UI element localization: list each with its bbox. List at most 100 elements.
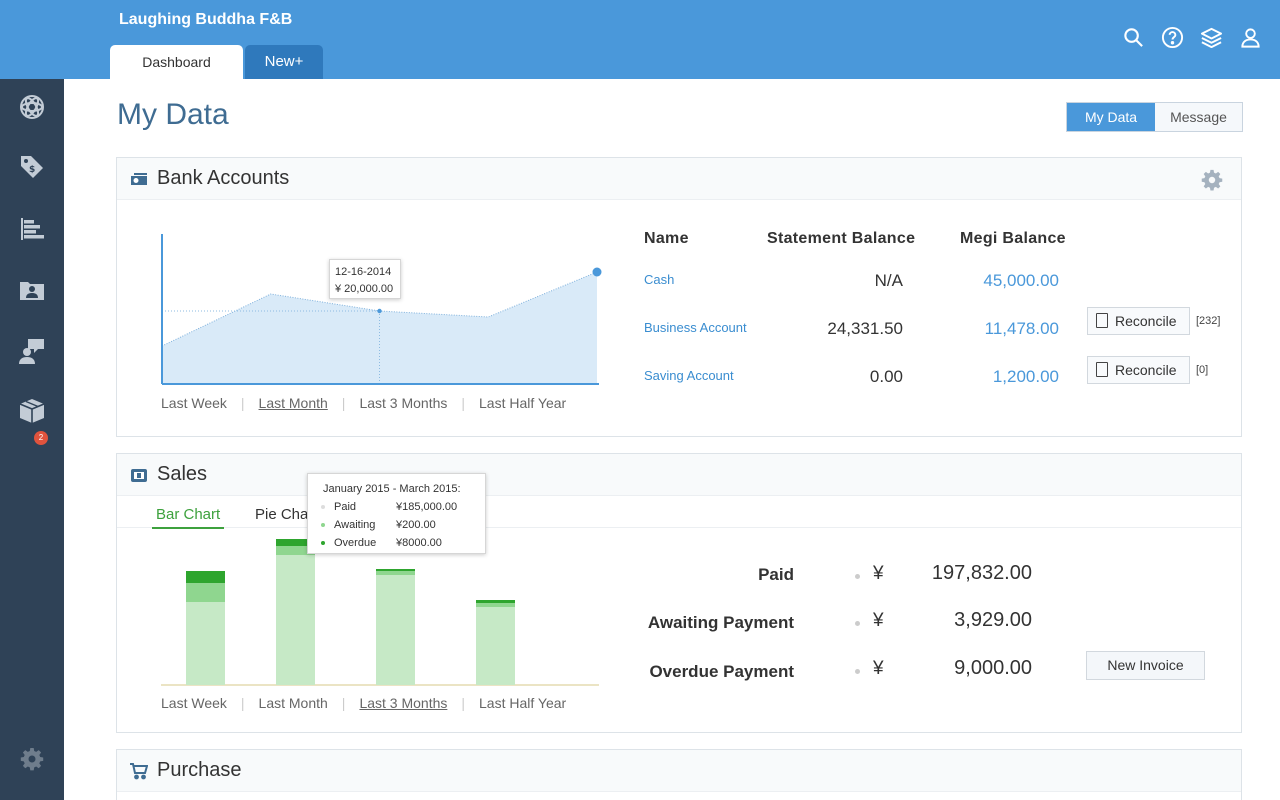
purchase-panel-header: Purchase [117, 750, 1241, 792]
table-row: Cash N/A 45,000.00 [644, 271, 1244, 302]
bank-area-chart [161, 234, 602, 385]
sales-panel-header: Sales [117, 454, 1241, 496]
bank-panel-title: Bank Accounts [157, 167, 290, 189]
overdue-dot [321, 541, 325, 545]
bullet-dot [855, 621, 860, 626]
overdue-value: 9,000.00 [954, 657, 1032, 679]
page-title: My Data [117, 98, 229, 131]
range-last-3-months[interactable]: Last 3 Months [359, 395, 448, 411]
sales-panel-title: Sales [157, 463, 208, 485]
tab-pie-chart[interactable]: Pie Chart [255, 506, 318, 523]
chat-user-icon[interactable] [18, 337, 46, 365]
bar-list-icon[interactable] [18, 215, 46, 243]
reconcile-count: [0] [1196, 364, 1209, 376]
range-last-month[interactable]: Last Month [258, 695, 328, 711]
awaiting-payment-label: Awaiting Payment [647, 613, 794, 632]
tooltip-value: ¥185,000.00 [396, 501, 458, 513]
tab-new[interactable]: New+ [245, 45, 323, 79]
bullet-dot [855, 669, 860, 674]
reconcile-label: Reconcile [1115, 313, 1177, 329]
sales-subtabs: Bar Chart Pie Chart [117, 496, 1241, 529]
megi-balance[interactable]: 45,000.00 [983, 271, 1059, 290]
bar-paid [186, 602, 225, 685]
bar-paid [476, 607, 515, 685]
tab-dashboard[interactable]: Dashboard [110, 45, 243, 79]
account-name[interactable]: Business Account [644, 320, 747, 335]
tags-icon[interactable]: $ [18, 153, 46, 181]
bar-awaiting [476, 603, 515, 607]
app-title: Laughing Buddha F&B [119, 11, 293, 28]
statement-balance: 24,331.50 [827, 319, 903, 338]
table-row: Business Account 24,331.50 11,478.00 Rec… [644, 307, 1244, 350]
currency-symbol: ¥ [873, 610, 884, 631]
tooltip-value: ¥8000.00 [396, 537, 442, 549]
sales-chart-tooltip: January 2015 - March 2015: Paid ¥185,000.… [307, 473, 486, 554]
message-toggle[interactable]: Message [1155, 103, 1242, 131]
range-last-3-months[interactable]: Last 3 Months [359, 695, 448, 711]
tooltip-row: Awaiting ¥200.00 [321, 516, 485, 534]
view-toggle: My Data Message [1066, 102, 1243, 132]
range-last-week[interactable]: Last Week [161, 695, 227, 711]
help-icon[interactable] [1161, 26, 1184, 49]
megi-balance[interactable]: 1,200.00 [992, 367, 1059, 386]
tooltip-label: Overdue [334, 537, 377, 549]
bank-note-icon [131, 173, 147, 185]
area-fill [162, 272, 597, 384]
range-last-month[interactable]: Last Month [258, 395, 328, 411]
bullet-dot [855, 574, 860, 579]
bar-overdue [476, 600, 515, 603]
selected-point [377, 308, 382, 314]
account-name[interactable]: Cash [644, 272, 675, 287]
paid-value: 197,832.00 [931, 562, 1032, 584]
statement-balance: N/A [874, 271, 903, 290]
bar-awaiting [376, 571, 415, 575]
awaiting-dot [321, 523, 325, 527]
atom-icon[interactable] [18, 93, 46, 121]
bar-overdue [276, 539, 315, 546]
svg-text:$: $ [29, 165, 35, 175]
range-last-week[interactable]: Last Week [161, 395, 227, 411]
gear-icon[interactable] [20, 747, 44, 771]
contacts-folder-icon[interactable] [18, 275, 46, 303]
paid-dot [321, 505, 325, 509]
top-bar: Laughing Buddha F&B Dashboard New+ [0, 0, 1280, 79]
purchase-panel-title: Purchase [157, 759, 242, 781]
reconcile-button[interactable]: Reconcile [1087, 356, 1190, 384]
tooltip-value: ¥ 20,000.00 [335, 283, 394, 295]
sales-bar-chart [161, 539, 599, 686]
tooltip-date: 12-16-2014 [335, 266, 392, 278]
bar-paid [376, 575, 415, 685]
bank-panel-header: Bank Accounts [117, 158, 1241, 200]
tab-bar-chart[interactable]: Bar Chart [152, 506, 225, 529]
gear-icon[interactable] [1201, 169, 1223, 191]
document-icon [1096, 362, 1108, 377]
last-point [592, 267, 602, 277]
megi-balance[interactable]: 11,478.00 [984, 319, 1059, 338]
reconcile-button[interactable]: Reconcile [1087, 307, 1190, 335]
table-row: Saving Account 0.00 1,200.00 Reconcile [… [644, 356, 1244, 398]
cart-icon [130, 763, 148, 780]
reconcile-label: Reconcile [1115, 362, 1177, 378]
bank-range-tabs: Last Week | Last Month | Last 3 Months | La… [161, 395, 567, 411]
account-name[interactable]: Saving Account [644, 368, 734, 383]
tooltip-value: ¥200.00 [396, 519, 436, 531]
search-icon[interactable] [1122, 26, 1145, 49]
box-icon[interactable] [18, 397, 46, 425]
bar-awaiting [276, 546, 315, 555]
purchase-panel: Purchase [116, 749, 1242, 800]
my-data-toggle[interactable]: My Data [1067, 103, 1155, 131]
top-icons [1122, 26, 1262, 49]
range-last-half-year[interactable]: Last Half Year [479, 395, 567, 411]
new-invoice-button[interactable]: New Invoice [1086, 651, 1205, 680]
tooltip-title: January 2015 - March 2015: [323, 483, 461, 495]
range-last-half-year[interactable]: Last Half Year [479, 695, 567, 711]
bar-overdue [186, 571, 225, 583]
overdue-payment-label: Overdue Payment [649, 662, 794, 681]
user-icon[interactable] [1239, 26, 1262, 49]
tooltip-label: Awaiting [334, 519, 376, 531]
document-icon [1096, 313, 1108, 328]
bar-awaiting [186, 583, 225, 602]
col-name: Name [644, 230, 689, 247]
layers-icon[interactable] [1200, 26, 1223, 49]
